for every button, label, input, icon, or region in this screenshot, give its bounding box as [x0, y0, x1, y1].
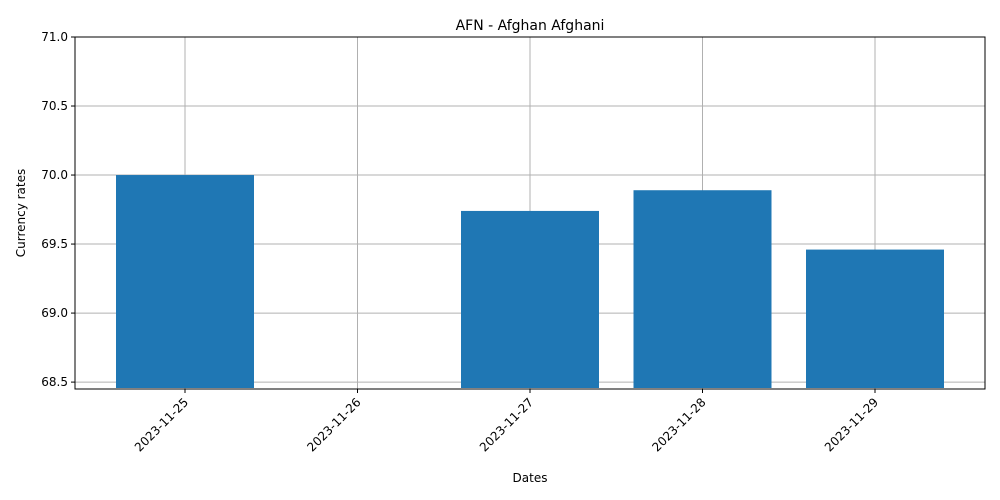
y-axis-label: Currency rates	[14, 169, 28, 258]
bar-2023-11-29	[806, 249, 944, 388]
y-tick-label: 71.0	[41, 30, 68, 44]
y-tick-label: 70.5	[41, 99, 68, 113]
x-axis-label: Dates	[513, 471, 548, 485]
bar-2023-11-27	[461, 210, 599, 388]
bar-2023-11-25	[116, 175, 254, 388]
y-tick-label: 69.0	[41, 306, 68, 320]
chart-title: AFN - Afghan Afghani	[456, 18, 605, 34]
y-tick-label: 70.0	[41, 168, 68, 182]
y-tick-label: 68.5	[41, 375, 68, 389]
y-tick-label: 69.5	[41, 237, 68, 251]
bar-2023-11-28	[633, 190, 772, 388]
y-axis-ticks: 68.5 69.0 69.5 70.0 70.5 71.0	[41, 30, 75, 389]
bars	[116, 175, 944, 388]
